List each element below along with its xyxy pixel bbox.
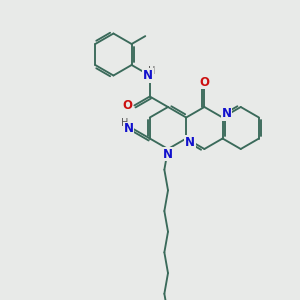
- Text: N: N: [163, 148, 173, 160]
- Text: N: N: [143, 69, 153, 82]
- Text: O: O: [200, 76, 209, 89]
- Text: N: N: [124, 122, 134, 136]
- Text: O: O: [122, 99, 132, 112]
- Text: N: N: [185, 136, 195, 149]
- Text: H: H: [148, 67, 155, 76]
- Text: H: H: [121, 118, 128, 128]
- Text: N: N: [222, 107, 232, 120]
